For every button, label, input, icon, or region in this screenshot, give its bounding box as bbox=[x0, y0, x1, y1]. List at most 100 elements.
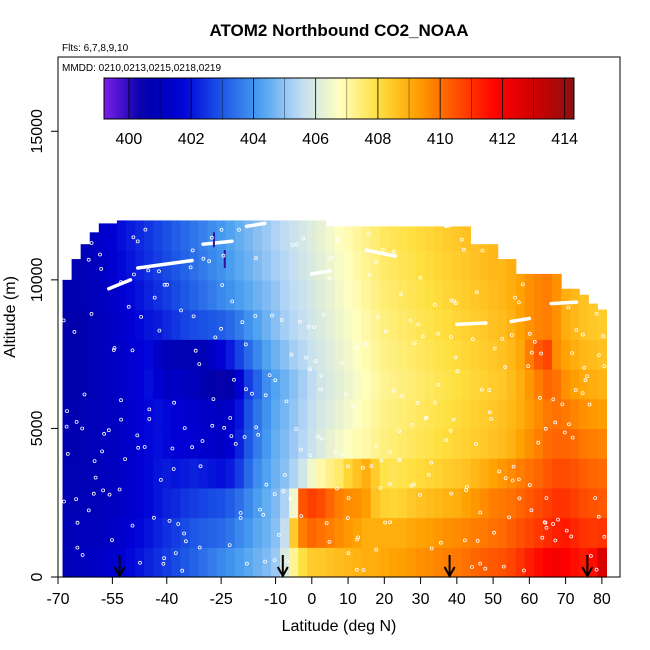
sample-point bbox=[479, 387, 484, 392]
sample-point bbox=[570, 351, 575, 356]
heatmap-cell bbox=[89, 232, 100, 251]
heatmap-cell bbox=[62, 428, 73, 459]
heatmap-cell bbox=[234, 547, 245, 578]
sample-point bbox=[119, 417, 123, 422]
sample-point bbox=[436, 331, 441, 336]
heatmap-cell bbox=[443, 487, 453, 519]
heatmap-cell bbox=[379, 398, 390, 430]
arrow-markers bbox=[113, 555, 594, 579]
heatmap-cell bbox=[243, 487, 254, 519]
heatmap-cell bbox=[252, 279, 263, 311]
heatmap-cell bbox=[298, 458, 308, 489]
heatmap-cell bbox=[225, 487, 236, 519]
heatmap-cell bbox=[352, 250, 363, 281]
heatmap-cell bbox=[579, 547, 589, 578]
colorbar-tick-label: 404 bbox=[240, 131, 267, 148]
heatmap-cell bbox=[180, 369, 191, 400]
heatmap-cell bbox=[162, 398, 172, 430]
sample-point bbox=[510, 478, 515, 483]
heatmap-cell bbox=[234, 309, 245, 340]
heatmap-cell bbox=[533, 369, 544, 400]
heatmap-cell bbox=[497, 428, 508, 459]
heatmap-cell bbox=[307, 279, 317, 311]
heatmap-cell bbox=[452, 517, 462, 548]
sample-point bbox=[301, 236, 306, 241]
heatmap-cell bbox=[397, 369, 408, 400]
sample-point bbox=[356, 535, 361, 540]
heatmap-cell bbox=[370, 369, 381, 400]
heatmap-cell bbox=[334, 517, 345, 548]
sample-point bbox=[198, 464, 203, 469]
heatmap-cell bbox=[488, 369, 499, 400]
sample-point bbox=[503, 365, 508, 370]
colorbar-bar bbox=[103, 77, 575, 120]
heatmap-cell bbox=[425, 279, 435, 311]
heatmap-cell bbox=[343, 428, 354, 459]
sample-point bbox=[101, 488, 105, 493]
heatmap-cell bbox=[89, 339, 100, 370]
heatmap-cell bbox=[180, 487, 191, 519]
heatmap-cell bbox=[334, 250, 345, 281]
heatmap-cell bbox=[479, 458, 490, 489]
sample-point bbox=[119, 398, 123, 403]
heatmap-cell bbox=[107, 223, 118, 251]
heatmap-cell bbox=[515, 369, 526, 400]
sample-point bbox=[157, 328, 162, 333]
sample-point bbox=[82, 392, 87, 397]
heatmap-cell bbox=[280, 220, 290, 251]
heatmap-cell bbox=[307, 547, 317, 578]
sample-point bbox=[601, 334, 606, 339]
heatmap-cell bbox=[298, 547, 308, 578]
heatmap-cell bbox=[135, 369, 145, 400]
heatmap-cell bbox=[207, 279, 218, 311]
sample-point bbox=[75, 545, 80, 550]
x-tick-label: 60 bbox=[520, 591, 538, 608]
heatmap-cell bbox=[225, 309, 236, 340]
heatmap-cell bbox=[506, 517, 517, 548]
heatmap-cell bbox=[561, 458, 571, 489]
heatmap-cell bbox=[352, 547, 363, 578]
heatmap-cell bbox=[388, 517, 399, 548]
sample-point bbox=[538, 395, 542, 400]
heatmap-cell bbox=[370, 309, 381, 340]
sample-point bbox=[135, 239, 140, 244]
sample-point bbox=[594, 567, 599, 572]
heatmap-cell bbox=[107, 487, 118, 519]
sample-point bbox=[130, 348, 135, 353]
sample-point bbox=[74, 419, 79, 424]
heatmap-cell bbox=[316, 369, 326, 400]
heatmap-cell bbox=[180, 250, 191, 281]
sample-point bbox=[517, 496, 522, 501]
heatmap-cell bbox=[325, 458, 336, 489]
heatmap-cell bbox=[434, 226, 444, 251]
heatmap-cell bbox=[570, 288, 580, 340]
heatmap-cell bbox=[98, 369, 109, 400]
heatmap-cell bbox=[406, 458, 417, 489]
heatmap-cell bbox=[62, 487, 73, 519]
sample-point bbox=[511, 464, 516, 469]
heatmap-cell bbox=[406, 226, 417, 251]
heatmap-cell bbox=[271, 458, 281, 489]
sample-point bbox=[423, 416, 428, 421]
heatmap-cell bbox=[434, 369, 444, 400]
sample-point bbox=[244, 561, 249, 566]
heatmap-cell bbox=[280, 428, 290, 459]
heatmap-cell bbox=[171, 517, 181, 548]
heatmap-cell bbox=[334, 309, 345, 340]
heatmap-cell bbox=[289, 339, 299, 370]
heatmap-cell bbox=[325, 250, 336, 281]
heatmap-cell bbox=[89, 309, 100, 340]
sample-point bbox=[261, 512, 266, 517]
heatmap-cell bbox=[198, 369, 209, 400]
sample-point bbox=[433, 400, 437, 405]
heatmap-cell bbox=[524, 458, 535, 489]
sample-point bbox=[474, 290, 479, 295]
sample-point bbox=[207, 259, 212, 264]
heatmap-cell bbox=[425, 517, 435, 548]
heatmap-cell bbox=[289, 369, 299, 400]
sample-point bbox=[536, 440, 541, 445]
heatmap-cell bbox=[343, 309, 354, 340]
sample-point bbox=[227, 543, 232, 547]
heatmap-cell bbox=[497, 369, 508, 400]
heatmap-cell bbox=[524, 339, 535, 370]
